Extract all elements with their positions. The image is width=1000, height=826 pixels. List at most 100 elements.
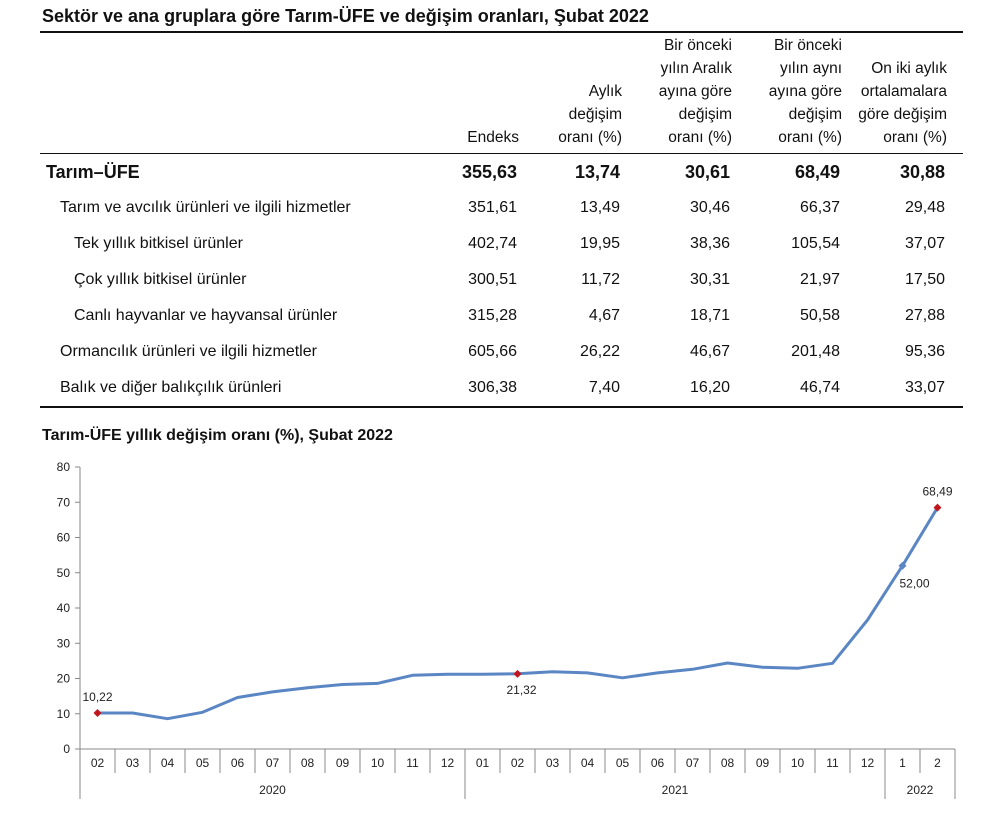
cell-december: 30,61	[684, 161, 730, 182]
table-header-row: Endeks Aylık değişim oranı (%) Bir öncek…	[40, 33, 963, 153]
ufe-table: Endeks Aylık değişim oranı (%) Bir öncek…	[40, 31, 963, 408]
cell-december: 30,46	[689, 199, 730, 216]
y-tick-label: 70	[57, 495, 71, 509]
x-tick-label: 11	[826, 756, 839, 770]
x-tick-label: 09	[756, 756, 770, 770]
cell-same-month: 105,54	[791, 235, 840, 252]
table-header-rule	[40, 153, 963, 154]
x-tick-label: 07	[266, 756, 280, 770]
row-label: Tek yıllık bitkisel ürünler	[74, 235, 243, 252]
cell-monthly: 26,22	[579, 343, 620, 360]
x-tick-label: 06	[231, 756, 245, 770]
x-tick-label: 06	[651, 756, 665, 770]
cell-12-month: 33,07	[904, 379, 945, 396]
y-tick-label: 10	[57, 707, 71, 721]
table-row: Çok yıllık bitkisel ürünler 300,51 11,72…	[40, 262, 963, 298]
x-tick-label: 08	[301, 756, 315, 770]
row-label: Çok yıllık bitkisel ürünler	[74, 271, 247, 288]
cell-endeks: 351,61	[468, 199, 517, 216]
cell-12-month: 27,88	[904, 307, 945, 324]
data-point-marker	[933, 503, 942, 512]
cell-endeks: 355,63	[461, 161, 517, 182]
data-point-marker	[93, 708, 102, 717]
header-endeks: Endeks	[467, 129, 519, 146]
cell-12-month: 30,88	[899, 161, 945, 182]
x-tick-label: 05	[616, 756, 630, 770]
year-label: 2022	[907, 783, 934, 797]
table-title: Sektör ve ana gruplara göre Tarım-ÜFE ve…	[42, 6, 649, 26]
y-tick-label: 0	[63, 742, 70, 756]
cell-december: 30,31	[689, 271, 730, 288]
table-bottom-rule	[40, 406, 963, 408]
cell-december: 38,36	[689, 235, 730, 252]
header-monthly-change: Aylık değişim oranı (%)	[558, 83, 622, 146]
x-tick-label: 02	[511, 756, 525, 770]
x-tick-label: 07	[686, 756, 700, 770]
data-label: 52,00	[899, 577, 929, 591]
table-top-rule	[40, 31, 963, 33]
table-row: Tek yıllık bitkisel ürünler 402,74 19,95…	[40, 226, 963, 262]
x-tick-label: 04	[161, 756, 175, 770]
x-tick-label: 02	[91, 756, 105, 770]
year-label: 2020	[259, 783, 286, 797]
x-tick-label: 05	[196, 756, 210, 770]
x-tick-label: 03	[546, 756, 560, 770]
x-tick-label: 2	[934, 756, 941, 770]
cell-same-month: 201,48	[791, 343, 840, 360]
data-label: 68,49	[922, 485, 952, 499]
table-row-tarim-ufe: Tarım–ÜFE 355,63 13,74 30,61 68,49 30,88	[40, 154, 963, 190]
cell-monthly: 19,95	[579, 235, 620, 252]
header-change-vs-december: Bir önceki yılın Aralık ayına göre değiş…	[658, 37, 732, 146]
y-tick-label: 20	[57, 672, 71, 686]
cell-monthly: 13,49	[579, 199, 620, 216]
data-point-marker	[898, 561, 907, 570]
x-tick-label: 12	[861, 756, 875, 770]
x-tick-label: 01	[476, 756, 490, 770]
cell-endeks: 402,74	[468, 235, 517, 252]
chart-title: Tarım-ÜFE yıllık değişim oranı (%), Şuba…	[42, 427, 393, 444]
cell-12-month: 17,50	[904, 271, 945, 288]
x-tick-label: 1	[899, 756, 906, 770]
cell-december: 16,20	[689, 379, 730, 396]
data-label: 21,32	[506, 683, 536, 697]
x-tick-label: 04	[581, 756, 595, 770]
y-tick-label: 30	[57, 636, 71, 650]
header-change-vs-same-month: Bir önceki yılın aynı ayına göre değişim…	[768, 37, 842, 146]
cell-monthly: 7,40	[588, 379, 620, 396]
cell-same-month: 50,58	[799, 307, 840, 324]
cell-same-month: 66,37	[799, 199, 840, 216]
cell-endeks: 605,66	[468, 343, 517, 360]
cell-december: 18,71	[689, 307, 730, 324]
data-point-marker	[513, 669, 522, 678]
cell-same-month: 46,74	[799, 379, 840, 396]
x-tick-label: 09	[336, 756, 350, 770]
cell-endeks: 315,28	[468, 307, 517, 324]
cell-endeks: 300,51	[468, 271, 517, 288]
row-label: Ormancılık ürünleri ve ilgili hizmetler	[60, 343, 317, 360]
x-tick-label: 10	[791, 756, 805, 770]
row-label: Balık ve diğer balıkçılık ürünleri	[60, 379, 282, 396]
row-label: Tarım–ÜFE	[46, 161, 140, 182]
x-tick-label: 10	[371, 756, 385, 770]
y-tick-label: 50	[57, 566, 71, 580]
year-label: 2021	[662, 783, 689, 797]
cell-monthly: 11,72	[581, 271, 620, 288]
x-tick-label: 03	[126, 756, 140, 770]
header-change-12-month-avg: On iki aylık ortalamalara göre değişim o…	[858, 60, 947, 146]
table-row: Ormancılık ürünleri ve ilgili hizmetler …	[40, 334, 963, 370]
table-row: Balık ve diğer balıkçılık ürünleri 306,3…	[40, 370, 963, 406]
table-row: Tarım ve avcılık ürünleri ve ilgili hizm…	[40, 190, 963, 226]
cell-monthly: 13,74	[574, 161, 620, 182]
data-label: 10,22	[82, 690, 112, 704]
cell-12-month: 37,07	[904, 235, 945, 252]
x-tick-label: 08	[721, 756, 735, 770]
row-label: Canlı hayvanlar ve hayvansal ürünler	[74, 307, 338, 324]
cell-same-month: 21,97	[799, 271, 840, 288]
x-tick-label: 12	[441, 756, 455, 770]
table-row: Canlı hayvanlar ve hayvansal ürünler 315…	[40, 298, 963, 334]
cell-12-month: 29,48	[904, 199, 945, 216]
row-label: Tarım ve avcılık ürünleri ve ilgili hizm…	[60, 199, 351, 216]
cell-12-month: 95,36	[904, 343, 945, 360]
y-tick-label: 80	[57, 460, 71, 474]
